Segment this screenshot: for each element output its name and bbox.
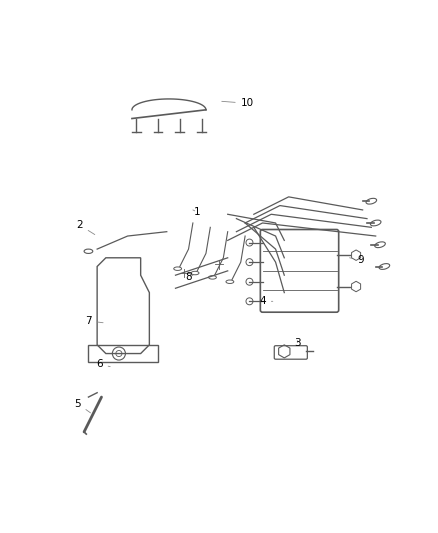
Text: 7: 7	[85, 316, 103, 326]
Text: 4: 4	[259, 296, 273, 306]
Text: 9: 9	[350, 255, 364, 265]
Text: 10: 10	[222, 98, 254, 108]
Text: 3: 3	[294, 338, 300, 348]
Text: 1: 1	[193, 207, 201, 217]
Text: 5: 5	[74, 399, 91, 413]
Text: 8: 8	[185, 272, 193, 282]
Text: 6: 6	[96, 359, 110, 369]
Text: 2: 2	[76, 220, 95, 235]
